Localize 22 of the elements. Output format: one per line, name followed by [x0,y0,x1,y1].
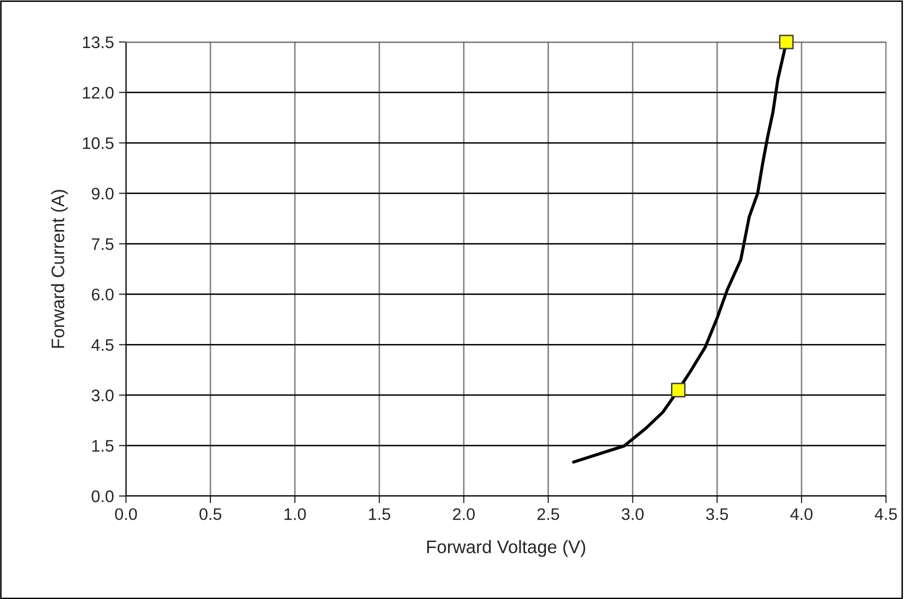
y-axis-title: Forward Current (A) [51,190,68,348]
x-tick-label: 3.0 [622,508,644,520]
y-tick-label: 13.5 [83,36,114,48]
x-tick-label: 4.5 [874,508,897,520]
x-tick-label: 1.5 [369,508,390,520]
y-tick-label: 1.5 [92,440,114,452]
y-tick-label: 3.0 [92,390,114,402]
x-tick-label: 2.0 [453,508,475,520]
x-tick-label: 3.5 [706,508,728,520]
x-tick-label: 4.0 [790,508,812,520]
x-axis-title: Forward Voltage (V) [427,540,586,557]
y-tick-label: 10.5 [83,137,114,150]
x-tick-label: 0.5 [200,508,222,520]
y-tick-label: 4.5 [91,339,114,351]
x-tick-label: 1.0 [284,508,306,520]
x-tick-label: 0.0 [115,508,137,520]
y-tick-label: 7.5 [92,238,114,250]
y-tick-label: 12.0 [83,86,114,99]
y-tick-label: 9.0 [92,188,114,200]
x-tick-label: 2.5 [537,508,560,520]
y-tick-label: 0.0 [92,490,114,502]
y-tick-label: 6.0 [92,288,114,300]
